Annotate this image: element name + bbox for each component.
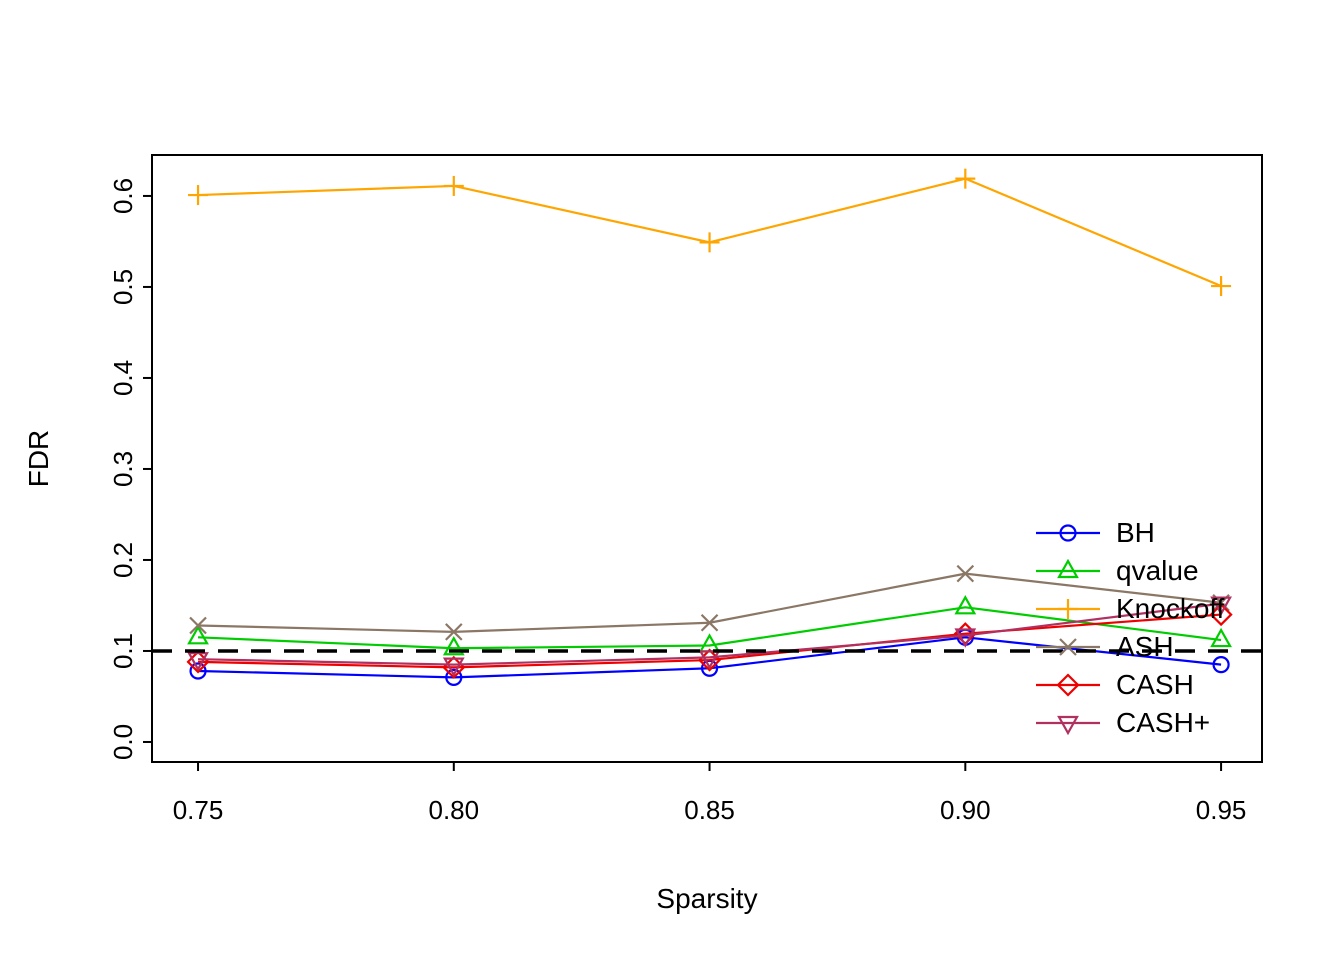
plus-marker-icon [1211,276,1232,297]
triangle-down-marker-icon [187,652,209,672]
y-axis: 0.0 0.1 0.2 0.3 0.4 0.5 0.6 [108,178,152,760]
plus-marker-icon [188,185,209,206]
plus-marker-icon [955,168,976,189]
plus-marker-icon [1058,599,1078,619]
x-axis: 0.75 0.80 0.85 0.90 0.95 [173,762,1247,825]
triangle-down-marker-icon [954,628,977,648]
plus-marker-icon [443,175,464,196]
y-tick-label: 0.5 [108,269,138,305]
legend-item-Knockoff: Knockoff [1036,593,1225,624]
triangle-up-marker-icon [954,595,977,615]
y-tick-label: 0.2 [108,542,138,578]
x-tick-label: 0.90 [940,795,991,825]
legend: BH qvalue Knockoff ASH CASH CASH+ [1036,517,1225,738]
x-axis-title: Sparsity [656,883,757,914]
series-Knockoff [188,168,1232,297]
x-marker-icon [1059,638,1077,656]
series-line [198,613,1222,669]
legend-label: CASH+ [1116,707,1210,738]
x-marker-icon [700,613,719,632]
x-marker-icon [445,623,463,641]
legend-label: ASH [1116,631,1174,662]
legend-item-BH: BH [1036,517,1155,548]
legend-item-qvalue: qvalue [1036,555,1199,586]
legend-item-ASH: ASH [1036,631,1174,662]
y-tick-label: 0.1 [108,633,138,669]
legend-item-CASH: CASH [1036,669,1194,700]
legend-item-CASH+: CASH+ [1036,707,1210,738]
x-tick-label: 0.80 [428,795,479,825]
triangle-down-marker-icon [698,650,721,670]
circle-marker-icon [445,668,463,686]
plot-border [151,154,1263,763]
circle-marker-icon [1212,656,1230,674]
x-tick-label: 0.85 [684,795,735,825]
legend-label: BH [1116,517,1155,548]
circle-marker-icon [189,662,207,680]
circle-marker-icon [1059,524,1077,542]
series-CASH+ [187,596,1232,677]
x-marker-icon [189,616,207,635]
y-axis-title: FDR [23,430,54,488]
series-line [198,602,1222,666]
x-marker-icon [956,564,975,583]
triangle-down-marker-icon [1210,596,1232,616]
y-tick-label: 0.0 [108,724,138,760]
triangle-up-marker-icon [187,625,209,645]
legend-label: Knockoff [1116,593,1225,624]
legend-label: qvalue [1116,555,1199,586]
series-line [197,606,1222,650]
triangle-down-marker-icon [442,657,465,677]
x-tick-label: 0.95 [1196,795,1247,825]
diamond-marker-icon [1209,603,1233,627]
x-tick-label: 0.75 [173,795,224,825]
legend-label: CASH [1116,669,1194,700]
triangle-up-marker-icon [442,636,465,656]
diamond-marker-icon [1056,673,1080,697]
triangle-up-marker-icon [1210,627,1232,648]
triangle-up-marker-icon [1057,558,1079,579]
triangle-down-marker-icon [1057,715,1079,736]
series-line [197,177,1222,288]
y-tick-label: 0.3 [108,451,138,487]
plus-marker-icon [699,232,720,253]
y-tick-label: 0.6 [108,178,138,214]
y-tick-label: 0.4 [108,360,138,396]
